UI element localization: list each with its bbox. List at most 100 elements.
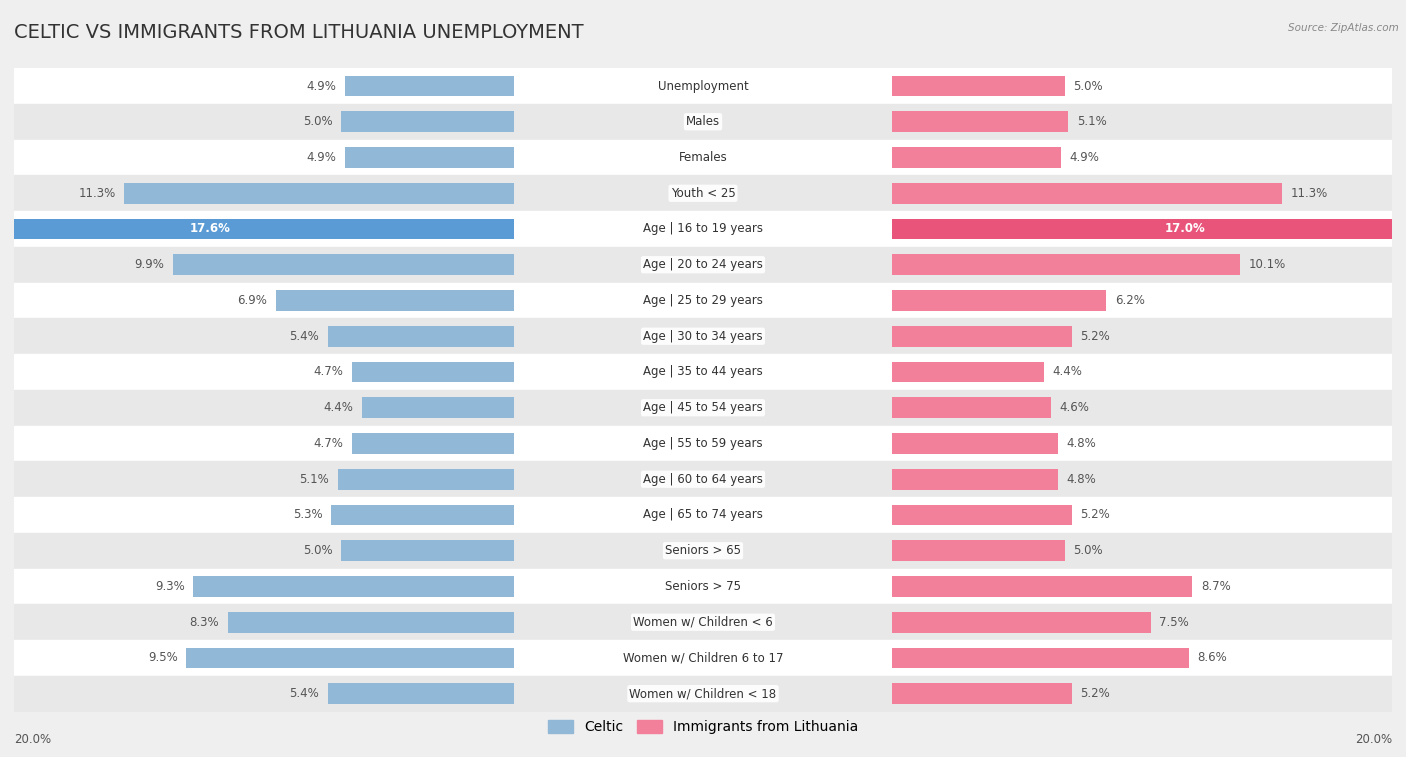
Bar [352,433,513,454]
Bar [344,147,513,168]
Bar [893,254,1240,275]
Text: 8.6%: 8.6% [1198,652,1227,665]
Text: 9.3%: 9.3% [155,580,184,593]
Bar [14,104,1392,139]
Text: 9.9%: 9.9% [134,258,165,271]
Bar [342,111,513,132]
Text: 4.6%: 4.6% [1060,401,1090,414]
Bar [893,362,1045,382]
Bar [893,111,1069,132]
Text: 8.3%: 8.3% [190,615,219,629]
Bar [124,183,513,204]
Bar [14,176,1392,211]
Text: 5.3%: 5.3% [292,509,322,522]
Bar [893,684,1071,704]
Bar [330,505,513,525]
Bar [893,540,1064,561]
Text: 6.9%: 6.9% [238,294,267,307]
Text: Women w/ Children < 6: Women w/ Children < 6 [633,615,773,629]
Bar [228,612,513,633]
Bar [276,290,513,311]
Bar [893,183,1282,204]
Text: 6.2%: 6.2% [1115,294,1144,307]
Text: 5.0%: 5.0% [1073,544,1102,557]
Text: 4.4%: 4.4% [323,401,353,414]
Bar [328,684,513,704]
Text: 7.5%: 7.5% [1160,615,1189,629]
Bar [14,533,1392,569]
Text: Women w/ Children < 18: Women w/ Children < 18 [630,687,776,700]
Text: 5.4%: 5.4% [290,330,319,343]
Text: Seniors > 65: Seniors > 65 [665,544,741,557]
Bar [893,326,1071,347]
Text: Age | 60 to 64 years: Age | 60 to 64 years [643,472,763,486]
Text: 8.7%: 8.7% [1201,580,1230,593]
Bar [893,147,1062,168]
Text: Source: ZipAtlas.com: Source: ZipAtlas.com [1288,23,1399,33]
Text: Age | 30 to 34 years: Age | 30 to 34 years [643,330,763,343]
Text: 11.3%: 11.3% [1291,187,1327,200]
Text: 4.7%: 4.7% [314,437,343,450]
Text: 5.0%: 5.0% [1073,79,1102,92]
Bar [344,76,513,96]
Text: Age | 35 to 44 years: Age | 35 to 44 years [643,366,763,378]
Bar [14,319,1392,354]
Bar [0,219,513,239]
Text: Age | 65 to 74 years: Age | 65 to 74 years [643,509,763,522]
Bar [14,247,1392,282]
Text: 5.2%: 5.2% [1080,687,1109,700]
Bar [352,362,513,382]
Bar [893,397,1050,418]
Text: Seniors > 75: Seniors > 75 [665,580,741,593]
Legend: Celtic, Immigrants from Lithuania: Celtic, Immigrants from Lithuania [543,715,863,740]
Bar [14,676,1392,712]
Text: 4.8%: 4.8% [1066,437,1097,450]
Bar [328,326,513,347]
Bar [893,76,1064,96]
Bar [14,640,1392,676]
Text: CELTIC VS IMMIGRANTS FROM LITHUANIA UNEMPLOYMENT: CELTIC VS IMMIGRANTS FROM LITHUANIA UNEM… [14,23,583,42]
Bar [14,425,1392,461]
Text: Women w/ Children 6 to 17: Women w/ Children 6 to 17 [623,652,783,665]
Text: 9.5%: 9.5% [148,652,177,665]
Bar [893,576,1192,597]
Text: 17.0%: 17.0% [1166,223,1205,235]
Bar [14,354,1392,390]
Bar [14,461,1392,497]
Bar [14,211,1392,247]
Text: 11.3%: 11.3% [79,187,115,200]
Text: 5.1%: 5.1% [1077,115,1107,128]
Text: 5.2%: 5.2% [1080,509,1109,522]
Text: 5.0%: 5.0% [304,115,333,128]
Text: 4.9%: 4.9% [307,151,336,164]
Bar [173,254,513,275]
Text: Age | 16 to 19 years: Age | 16 to 19 years [643,223,763,235]
Bar [14,68,1392,104]
Text: 20.0%: 20.0% [14,733,51,746]
Bar [342,540,513,561]
Text: Youth < 25: Youth < 25 [671,187,735,200]
Bar [337,469,513,490]
Bar [893,469,1057,490]
Text: 4.8%: 4.8% [1066,472,1097,486]
Text: Age | 55 to 59 years: Age | 55 to 59 years [643,437,763,450]
Text: 5.0%: 5.0% [304,544,333,557]
Text: 4.9%: 4.9% [307,79,336,92]
Bar [893,219,1406,239]
Text: Females: Females [679,151,727,164]
Text: 20.0%: 20.0% [1355,733,1392,746]
Text: Age | 45 to 54 years: Age | 45 to 54 years [643,401,763,414]
Text: 5.1%: 5.1% [299,472,329,486]
Text: Unemployment: Unemployment [658,79,748,92]
Bar [893,290,1107,311]
Bar [14,569,1392,604]
Bar [361,397,513,418]
Text: Age | 20 to 24 years: Age | 20 to 24 years [643,258,763,271]
Text: 4.9%: 4.9% [1070,151,1099,164]
Bar [14,390,1392,425]
Text: 4.4%: 4.4% [1053,366,1083,378]
Bar [14,604,1392,640]
Text: 5.2%: 5.2% [1080,330,1109,343]
Text: 4.7%: 4.7% [314,366,343,378]
Bar [14,282,1392,319]
